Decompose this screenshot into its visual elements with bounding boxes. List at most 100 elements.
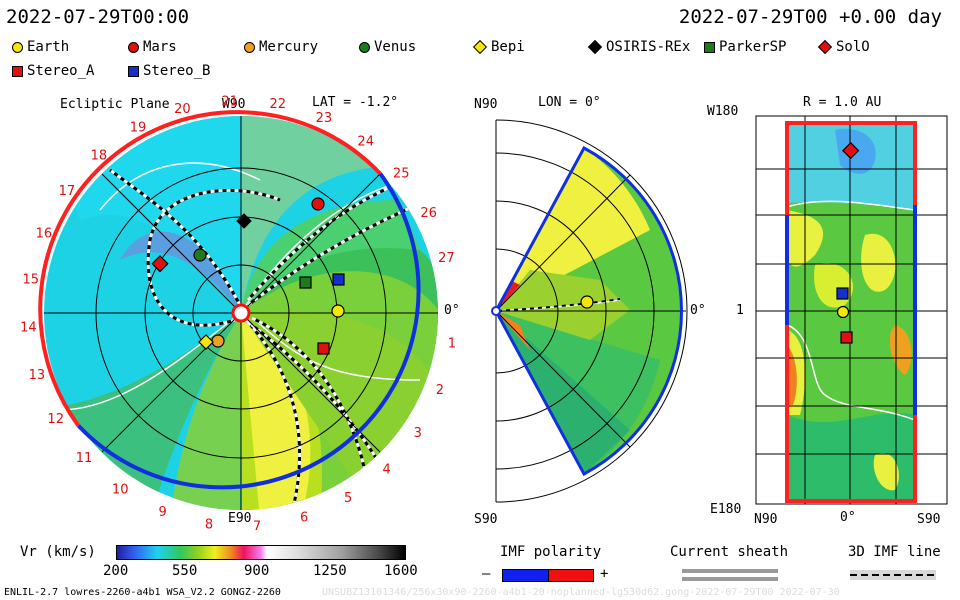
legend-mars: Mars <box>128 39 177 55</box>
ecliptic-bottom-label: E90 <box>228 511 252 526</box>
sphere-chart <box>755 115 948 505</box>
sector-number: 3 <box>414 426 422 441</box>
colorbar-tick-1250: 1250 <box>313 563 347 579</box>
sector-number: 20 <box>174 102 191 117</box>
stereo-a-marker-icon <box>12 65 23 77</box>
sphere-solo-marker <box>842 141 860 160</box>
earth-marker-icon <box>12 41 23 53</box>
sphere-stereo-b-marker <box>836 287 849 300</box>
sector-number: 18 <box>91 148 108 163</box>
stereo-a-marker <box>317 342 330 355</box>
meridional-bottom-label: S90 <box>474 512 498 527</box>
bepi-marker-icon <box>472 39 488 55</box>
sphere-r-label: R = 1.0 AU <box>803 95 882 110</box>
sector-number: 12 <box>47 412 64 427</box>
bepi-marker <box>198 334 214 350</box>
current-sheath-title: Current sheath <box>670 544 789 560</box>
ecliptic-top-label: W90 <box>222 97 246 112</box>
sector-number: 14 <box>20 321 37 336</box>
osiris-rex-marker <box>236 213 252 229</box>
imf-plus: + <box>600 566 609 582</box>
sphere-bottom-left-label: E180 <box>710 502 742 517</box>
ecliptic-title: Ecliptic Plane <box>60 97 170 112</box>
sphere-x-label-n90: N90 <box>754 512 778 527</box>
legend-stereo-a: Stereo_A <box>12 63 94 79</box>
solo-marker-icon <box>817 39 833 55</box>
mercury-marker-icon <box>244 41 255 53</box>
imf-line-title: 3D IMF line <box>848 544 941 560</box>
ecliptic-lat-label: LAT = -1.2° <box>312 95 399 110</box>
legend-parkersp: ParkerSP <box>704 39 786 55</box>
ecliptic-boundary-red <box>38 110 382 427</box>
model-time: 2022-07-29T00 +0.00 day <box>678 6 942 28</box>
sphere-x-label-s90: S90 <box>917 512 941 527</box>
colorbar <box>116 545 406 560</box>
sector-number: 11 <box>76 451 93 466</box>
sector-number: 6 <box>300 510 308 525</box>
parkersp-marker-icon <box>704 41 715 53</box>
venus-marker <box>193 248 207 262</box>
sector-number: 15 <box>23 273 40 288</box>
stereo-b-marker <box>332 273 345 286</box>
sector-number: 13 <box>29 368 46 383</box>
colorbar-tick-200: 200 <box>103 563 129 579</box>
sector-number: 25 <box>393 167 410 182</box>
meridional-lon-label: LON = 0° <box>538 95 601 110</box>
sphere-top-left-label: W180 <box>707 104 739 119</box>
mercury-marker <box>211 334 225 348</box>
sector-number: 27 <box>438 251 455 266</box>
meridional-chart <box>491 119 688 503</box>
mars-marker-icon <box>128 41 139 53</box>
sector-number: 1 <box>448 337 456 352</box>
mars-marker <box>311 197 325 211</box>
current-sheath-line-1 <box>682 569 778 573</box>
imf-negative-swatch <box>502 569 549 582</box>
sector-number: 9 <box>158 505 166 520</box>
earth-marker <box>331 304 345 318</box>
parkersp-marker <box>299 276 312 289</box>
legend-mercury: Mercury <box>244 39 318 55</box>
sphere-earth-marker <box>836 305 850 319</box>
ecliptic-boundary-blue <box>77 172 421 490</box>
sector-number: 21 <box>222 94 239 109</box>
sun-icon <box>231 303 251 323</box>
sector-number: 8 <box>205 518 213 530</box>
sphere-mid-left-label: 1 <box>736 303 744 318</box>
sector-number: 4 <box>383 462 391 477</box>
colorbar-tick-550: 550 <box>172 563 198 579</box>
sector-number: 23 <box>316 111 333 126</box>
sector-number: 5 <box>344 491 352 506</box>
osiris-rex-marker-icon <box>587 39 603 55</box>
legend-earth: Earth <box>12 39 69 55</box>
imf-line-dash <box>850 574 936 576</box>
solo-marker <box>151 255 169 273</box>
sector-number: 2 <box>436 383 444 398</box>
venus-marker-icon <box>359 41 370 53</box>
meridional-earth-marker <box>580 295 594 309</box>
meridional-top-label: N90 <box>474 97 498 112</box>
colorbar-tick-900: 900 <box>244 563 270 579</box>
legend-solo: SolO <box>817 39 870 55</box>
imf-polarity-title: IMF polarity <box>500 544 602 560</box>
footer-left: ENLIL-2.7 lowres-2260-a4b1 WSA_V2.2 GONG… <box>4 587 281 598</box>
legend-bepi: Bepi <box>472 39 525 55</box>
sector-number: 19 <box>130 121 147 136</box>
meridional-sun-icon <box>491 306 501 316</box>
legend-stereo-b: Stereo_B <box>128 63 210 79</box>
legend-venus: Venus <box>359 39 416 55</box>
meridional-right-label: 0° <box>690 303 706 318</box>
ecliptic-bodies <box>151 197 345 355</box>
sphere-stereo-a-marker <box>840 331 853 344</box>
sector-number: 17 <box>59 184 76 199</box>
sector-number: 7 <box>253 519 261 530</box>
colorbar-tick-1600: 1600 <box>384 563 418 579</box>
legend-osiris-rex: OSIRIS-REx <box>587 39 690 55</box>
imf-positive-swatch <box>548 569 594 582</box>
current-sheath-line-2 <box>682 577 778 581</box>
timestamp: 2022-07-29T00:00 <box>6 6 190 28</box>
sector-number: 10 <box>112 482 129 497</box>
colorbar-label: Vr (km/s) <box>20 544 96 560</box>
sector-number: 22 <box>270 97 287 112</box>
stereo-b-marker-icon <box>128 65 139 77</box>
